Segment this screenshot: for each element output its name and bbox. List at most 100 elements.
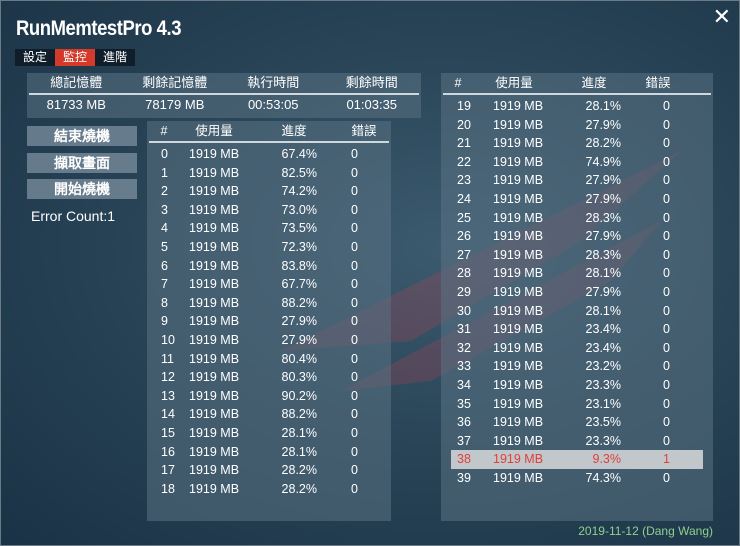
tab-monitor[interactable]: 監控 (55, 49, 96, 66)
table-row[interactable]: 9 1919 MB 27.9% 0 (147, 312, 391, 331)
table-row[interactable]: 19 1919 MB 28.1% 0 (451, 97, 703, 116)
column-header-usage: 使用量 (495, 76, 533, 90)
table-row[interactable]: 20 1919 MB 27.9% 0 (451, 116, 703, 135)
table-row[interactable]: 5 1919 MB 72.3% 0 (147, 238, 391, 257)
close-icon[interactable]: ✕ (712, 4, 731, 29)
cell-errors: 0 (663, 396, 670, 411)
table-row[interactable]: 31 1919 MB 23.4% 0 (451, 320, 703, 339)
cell-progress: 73.5% (281, 221, 317, 236)
cell-progress: 67.4% (281, 147, 317, 161)
cell-errors: 0 (663, 191, 670, 206)
table-row[interactable]: 16 1919 MB 28.1% 0 (147, 443, 391, 462)
tab-settings[interactable]: 設定 (23, 50, 48, 64)
table-row[interactable]: 13 1919 MB 90.2% 0 (147, 387, 391, 406)
cell-index: 8 (161, 295, 168, 310)
cell-errors: 0 (351, 351, 358, 366)
tab-bar: 設定 監控 進階 (15, 49, 136, 66)
cell-errors: 0 (351, 147, 358, 161)
table-row[interactable]: 10 1919 MB 27.9% 0 (147, 331, 391, 350)
column-header-errors: 錯誤 (645, 76, 671, 90)
total-memory-value: 81733 MB (46, 97, 106, 112)
cell-errors: 0 (663, 210, 670, 225)
cell-progress: 74.9% (585, 154, 621, 169)
cell-errors: 0 (663, 322, 670, 337)
table-row[interactable]: 7 1919 MB 67.7% 0 (147, 275, 391, 294)
stop-burn-in-button[interactable]: 結束燒機 (27, 126, 137, 146)
cell-progress: 74.3% (585, 470, 621, 485)
cell-progress: 73.0% (281, 202, 317, 217)
cell-usage: 1919 MB (493, 154, 544, 169)
cell-usage: 1919 MB (189, 184, 240, 199)
table-row[interactable]: 30 1919 MB 28.1% 0 (451, 302, 703, 321)
summary-values: 81733 MB 78179 MB 00:53:05 01:03:35 (27, 95, 421, 115)
remaining-time-value: 01:03:35 (346, 97, 398, 112)
cell-progress: 80.3% (281, 370, 317, 385)
table-row[interactable]: 37 1919 MB 23.3% 0 (451, 432, 703, 451)
cell-progress: 27.9% (281, 332, 317, 347)
thread-table-right: # 使用量 進度 錯誤 19 1919 MB 28.1% 0 20 1919 MB 27.9% 0 21… (441, 73, 713, 521)
cell-usage: 1919 MB (493, 136, 544, 151)
cell-usage: 1919 MB (493, 415, 544, 430)
cell-index: 4 (161, 221, 168, 236)
cell-errors: 0 (663, 154, 670, 169)
cell-progress: 23.1% (585, 396, 621, 411)
cell-errors: 0 (351, 388, 358, 403)
table-row[interactable]: 35 1919 MB 23.1% 0 (451, 395, 703, 414)
cell-index: 24 (457, 191, 471, 206)
table-row[interactable]: 36 1919 MB 23.5% 0 (451, 413, 703, 432)
table-row[interactable]: 6 1919 MB 83.8% 0 (147, 257, 391, 276)
table-row[interactable]: 18 1919 MB 28.2% 0 (147, 480, 391, 499)
table-row[interactable]: 24 1919 MB 27.9% 0 (451, 190, 703, 209)
cell-usage: 1919 MB (189, 351, 240, 366)
table-row[interactable]: 21 1919 MB 28.2% 0 (451, 134, 703, 153)
table-row[interactable]: 14 1919 MB 88.2% 0 (147, 405, 391, 424)
cell-progress: 83.8% (281, 258, 317, 273)
cell-errors: 0 (663, 247, 670, 262)
cell-usage: 1919 MB (189, 481, 240, 496)
cell-usage: 1919 MB (493, 247, 544, 262)
table-row[interactable]: 33 1919 MB 23.2% 0 (451, 357, 703, 376)
table-row[interactable]: 39 1919 MB 74.3% 0 (451, 469, 703, 488)
table-row[interactable]: 3 1919 MB 73.0% 0 (147, 201, 391, 220)
cell-index: 23 (457, 173, 471, 188)
table-row[interactable]: 34 1919 MB 23.3% 0 (451, 376, 703, 395)
table-row[interactable]: 8 1919 MB 88.2% 0 (147, 294, 391, 313)
cell-index: 21 (457, 136, 471, 151)
cell-usage: 1919 MB (189, 239, 240, 254)
capture-screen-button[interactable]: 擷取畫面 (27, 153, 137, 173)
table-row[interactable]: 17 1919 MB 28.2% 0 (147, 461, 391, 480)
cell-index: 37 (457, 433, 471, 448)
cell-usage: 1919 MB (493, 210, 544, 225)
cell-usage: 1919 MB (189, 165, 240, 180)
cell-errors: 0 (351, 239, 358, 254)
cell-index: 31 (457, 322, 471, 337)
table-row[interactable]: 12 1919 MB 80.3% 0 (147, 368, 391, 387)
cell-index: 5 (161, 239, 168, 254)
table-row[interactable]: 2 1919 MB 74.2% 0 (147, 182, 391, 201)
table-row[interactable]: 26 1919 MB 27.9% 0 (451, 227, 703, 246)
table-row[interactable]: 32 1919 MB 23.4% 0 (451, 339, 703, 358)
cell-usage: 1919 MB (493, 396, 544, 411)
table-row[interactable]: 0 1919 MB 67.4% 0 (147, 145, 391, 164)
table-row[interactable]: 27 1919 MB 28.3% 0 (451, 246, 703, 265)
table-row[interactable]: 29 1919 MB 27.9% 0 (451, 283, 703, 302)
table-row[interactable]: 4 1919 MB 73.5% 0 (147, 219, 391, 238)
table-row[interactable]: 28 1919 MB 28.1% 0 (451, 264, 703, 283)
table-row[interactable]: 23 1919 MB 27.9% 0 (451, 171, 703, 190)
cell-progress: 23.4% (585, 322, 621, 337)
table-row[interactable]: 25 1919 MB 28.3% 0 (451, 209, 703, 228)
cell-errors: 0 (663, 229, 670, 244)
cell-errors: 0 (663, 433, 670, 448)
table-row[interactable]: 38 1919 MB 9.3% 1 (451, 450, 703, 469)
cell-index: 26 (457, 229, 471, 244)
table-row[interactable]: 11 1919 MB 80.4% 0 (147, 350, 391, 369)
cell-usage: 1919 MB (493, 99, 544, 113)
cell-usage: 1919 MB (189, 314, 240, 329)
table-row[interactable]: 22 1919 MB 74.9% 0 (451, 153, 703, 172)
table-row[interactable]: 15 1919 MB 28.1% 0 (147, 424, 391, 443)
tab-advanced[interactable]: 進階 (103, 50, 128, 64)
table-row[interactable]: 1 1919 MB 82.5% 0 (147, 164, 391, 183)
table-header: # 使用量 進度 錯誤 (149, 121, 389, 143)
start-burn-in-button[interactable]: 開始燒機 (27, 179, 137, 199)
cell-usage: 1919 MB (189, 425, 240, 440)
